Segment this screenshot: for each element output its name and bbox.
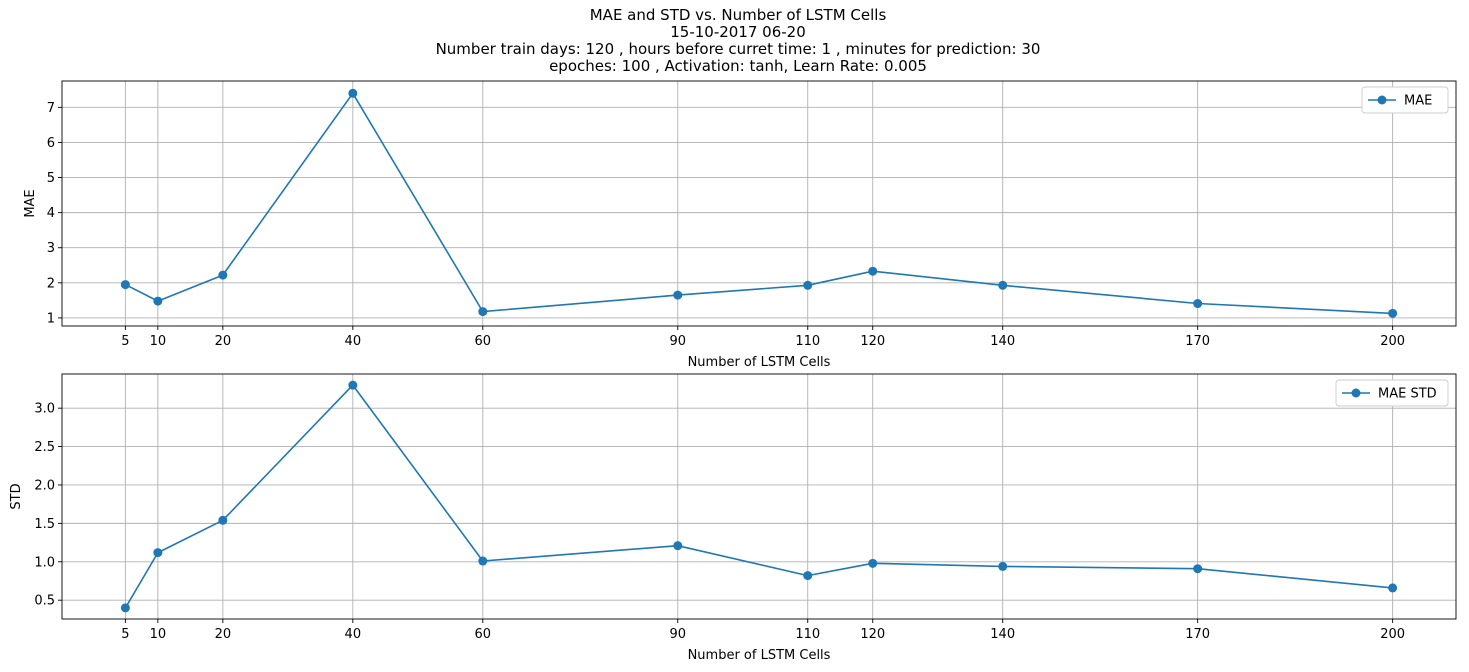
legend-label: MAE STD — [1378, 387, 1437, 402]
data-point — [153, 296, 163, 306]
y-tick-label: 0.5 — [34, 594, 55, 609]
data-point — [478, 307, 488, 317]
data-point — [218, 515, 228, 525]
title-line-4: epoches: 100 , Activation: tanh, Learn R… — [549, 57, 927, 75]
data-point — [998, 561, 1008, 571]
x-tick-label: 200 — [1380, 627, 1405, 642]
y-tick-label: 2.5 — [34, 440, 55, 455]
y-tick-label: 2 — [47, 276, 55, 291]
legend-marker-swatch — [1377, 95, 1387, 105]
data-point — [868, 558, 878, 568]
x-tick-label: 5 — [121, 334, 129, 349]
data-point — [153, 548, 163, 558]
y-axis-label: STD — [9, 483, 24, 509]
data-point — [673, 290, 683, 300]
legend: MAE — [1361, 86, 1449, 114]
data-point — [1193, 299, 1203, 309]
data-point — [1388, 583, 1398, 593]
series-line — [125, 92, 1393, 315]
figure-title: MAE and STD vs. Number of LSTM Cells 15-… — [0, 7, 1469, 75]
data-point — [478, 556, 488, 566]
x-tick-label: 90 — [669, 334, 686, 349]
x-tick-label: 5 — [121, 627, 129, 642]
x-tick-label: 60 — [475, 627, 492, 642]
x-tick-label: 110 — [795, 627, 820, 642]
series-line — [124, 384, 1393, 609]
y-tick-label: 4 — [47, 206, 55, 221]
x-axis-label: Number of LSTM Cells — [688, 648, 831, 663]
subplot-1: 5 10 20 40 60 90 110 120 140 170 200 1 2 3 4 5 6 7 Number … — [23, 80, 1457, 370]
x-tick-label: 120 — [860, 334, 885, 349]
y-tick-label: 3.0 — [34, 402, 55, 417]
x-tick-label: 170 — [1185, 334, 1210, 349]
y-axis-label: MAE — [23, 189, 38, 217]
data-point — [1193, 564, 1203, 574]
y-tick-label: 5 — [47, 171, 55, 186]
y-tick-label: 6 — [47, 136, 55, 151]
legend-box — [1335, 379, 1449, 407]
data-point — [803, 571, 813, 581]
axes-frame — [61, 373, 1457, 620]
x-axis-label: Number of LSTM Cells — [688, 355, 831, 370]
data-point — [348, 88, 358, 98]
legend: MAE STD — [1335, 379, 1449, 407]
y-tick-label: 3 — [47, 241, 55, 256]
subplot-2: 5 10 20 40 60 90 110 120 140 170 200 0.5 1.0 1.5 2.0 2.… — [9, 373, 1457, 663]
x-tick-label: 60 — [475, 334, 492, 349]
title-line-3: Number train days: 120 , hours before cu… — [435, 40, 1041, 58]
y-tick-label: 2.0 — [34, 478, 55, 493]
data-point — [1388, 308, 1398, 318]
x-tick-label: 10 — [150, 334, 167, 349]
y-tick-label: 1 — [47, 311, 55, 326]
x-tick-label: 140 — [990, 334, 1015, 349]
x-tick-label: 140 — [990, 627, 1015, 642]
data-point — [868, 266, 878, 276]
x-tick-label: 20 — [215, 334, 232, 349]
data-point — [348, 380, 358, 390]
x-tick-label: 170 — [1185, 627, 1210, 642]
data-point — [120, 280, 130, 290]
y-tick-label: 1.0 — [34, 555, 55, 570]
x-tick-label: 120 — [860, 627, 885, 642]
data-point — [998, 280, 1008, 290]
x-tick-label: 200 — [1380, 334, 1405, 349]
data-point — [673, 541, 683, 551]
title-line-1: MAE and STD vs. Number of LSTM Cells — [589, 6, 887, 24]
y-tick-label: 7 — [47, 101, 55, 116]
axes-frame — [61, 80, 1457, 327]
title-line-2: 15-10-2017 06-20 — [670, 23, 806, 41]
x-tick-label: 20 — [215, 627, 232, 642]
y-tick-label: 1.5 — [34, 517, 55, 532]
data-point — [120, 603, 130, 613]
data-point — [218, 270, 228, 280]
x-tick-label: 110 — [795, 334, 820, 349]
legend-label: MAE — [1404, 94, 1432, 109]
x-tick-label: 90 — [669, 627, 686, 642]
legend-box — [1361, 86, 1449, 114]
x-tick-label: 10 — [150, 627, 167, 642]
data-point — [803, 280, 813, 290]
x-tick-label: 40 — [345, 627, 362, 642]
x-tick-label: 40 — [345, 334, 362, 349]
legend-marker-swatch — [1351, 388, 1361, 398]
